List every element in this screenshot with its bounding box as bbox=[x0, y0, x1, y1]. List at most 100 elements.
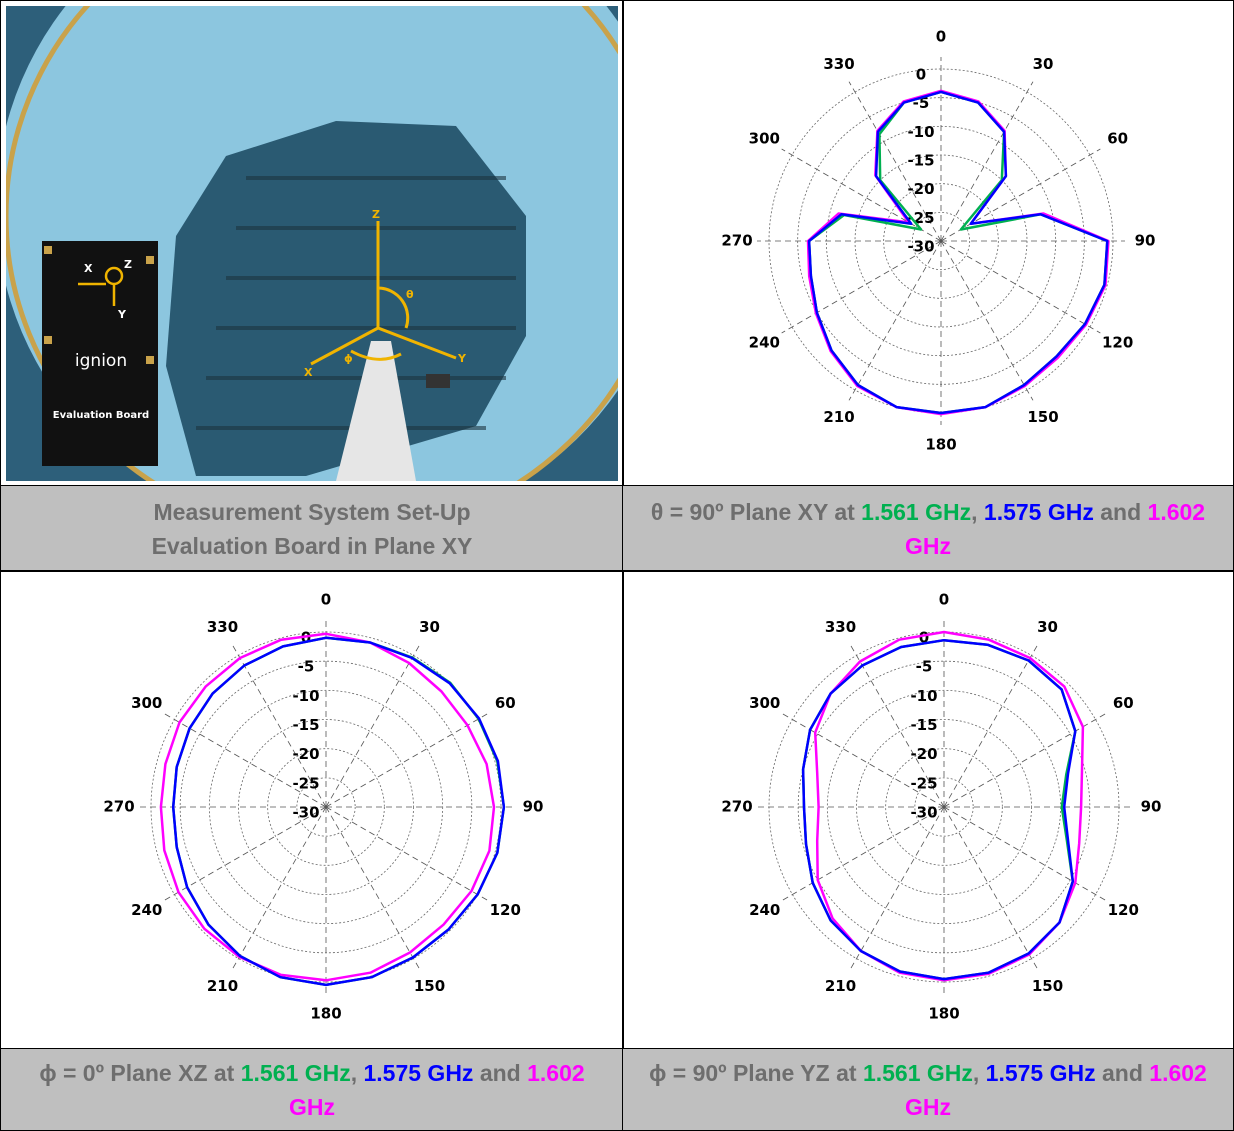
angle-tick-label: 0 bbox=[321, 591, 331, 609]
board-axis-label: X bbox=[84, 262, 93, 275]
board-axis-label: Y bbox=[117, 308, 127, 321]
angle-tick-label: 300 bbox=[749, 130, 780, 148]
spoke bbox=[325, 644, 420, 808]
caption-part: , bbox=[972, 1059, 986, 1086]
angle-tick-label: 90 bbox=[1135, 232, 1156, 250]
angle-tick-label: 330 bbox=[825, 618, 856, 636]
board-title: Evaluation Board bbox=[53, 410, 149, 421]
angle-tick-label: 150 bbox=[414, 977, 445, 995]
caption-part: 1.575 GHz bbox=[983, 498, 1094, 525]
grid-ring bbox=[797, 97, 1085, 385]
angle-tick-label: 210 bbox=[207, 977, 238, 995]
angle-tick-label: 240 bbox=[749, 901, 780, 919]
grid-ring bbox=[825, 125, 1057, 357]
caption-part: θ = 90º Plane XY at bbox=[650, 498, 862, 525]
angle-tick-label: 60 bbox=[1113, 694, 1134, 712]
spoke bbox=[943, 806, 1038, 970]
caption-part: 1.575 GHz bbox=[363, 1059, 474, 1086]
polar-chart: 0 30 60 90 120 150 180 210 240 270 300 330 0 -5 -10 -15… bbox=[721, 591, 1161, 1023]
angle-tick-label: 0 bbox=[939, 591, 949, 609]
radial-tick-label: -25 bbox=[292, 774, 319, 792]
chamber-axis-label: Z bbox=[372, 208, 380, 221]
radial-tick-label: -20 bbox=[910, 745, 937, 763]
radial-tick-label: -15 bbox=[292, 716, 319, 734]
angle-tick-label: 330 bbox=[207, 618, 238, 636]
grid-ring bbox=[854, 154, 1028, 328]
grid-ring bbox=[883, 183, 999, 299]
radial-tick-label: 0 bbox=[919, 629, 929, 647]
spoke bbox=[943, 644, 1038, 808]
chart-cell: 0 30 60 90 120 150 180 210 240 270 300 330 0 -5 -10 -15… bbox=[622, 0, 1234, 487]
caption-part: , bbox=[971, 498, 984, 525]
caption-line: Measurement System Set-Up bbox=[153, 498, 471, 525]
caption-line: Evaluation Board in Plane XY bbox=[151, 532, 473, 559]
radial-tick-label: -5 bbox=[916, 658, 933, 676]
radial-tick-label: -10 bbox=[292, 687, 319, 705]
radial-tick-label: -25 bbox=[910, 774, 937, 792]
spoke bbox=[163, 713, 327, 808]
grid-ring bbox=[768, 68, 1114, 414]
setup-photo: ignion Evaluation Board X Z Y Z θ ϕ X Y bbox=[6, 6, 618, 481]
spoke bbox=[325, 806, 489, 901]
radial-tick-label: -10 bbox=[910, 687, 937, 705]
radial-tick-label: -10 bbox=[907, 123, 934, 141]
angle-tick-label: 330 bbox=[823, 55, 854, 73]
angle-tick-label: 180 bbox=[310, 1005, 341, 1023]
radial-tick-label: -5 bbox=[298, 658, 315, 676]
caption-part: 1.561 GHz bbox=[862, 1059, 973, 1086]
spoke bbox=[943, 713, 1107, 808]
angle-tick-label: 120 bbox=[1102, 334, 1133, 352]
chart-caption: ϕ = 0º Plane XZ at 1.561 GHz, 1.575 GHz … bbox=[0, 1048, 624, 1131]
chart-caption: ϕ = 90º Plane YZ at 1.561 GHz, 1.575 GHz… bbox=[622, 1048, 1234, 1131]
spoke bbox=[781, 148, 942, 242]
grid-ring bbox=[885, 748, 1003, 866]
caption-part: and bbox=[473, 1059, 528, 1086]
caption-part: , bbox=[350, 1059, 364, 1086]
angle-tick-label: 150 bbox=[1032, 977, 1063, 995]
photo-cell: ignion Evaluation Board X Z Y Z θ ϕ X Y bbox=[0, 0, 624, 487]
angle-tick-label: 120 bbox=[490, 901, 521, 919]
board-brand: ignion bbox=[75, 351, 127, 371]
caption-text: θ = 90º Plane XY at 1.561 GHz, 1.575 GHz… bbox=[643, 495, 1213, 563]
angle-tick-label: 0 bbox=[936, 28, 946, 46]
chamber-axis-label: Y bbox=[457, 352, 467, 365]
spoke bbox=[943, 806, 1107, 901]
angle-tick-label: 270 bbox=[721, 798, 752, 816]
spoke bbox=[325, 713, 489, 808]
spoke bbox=[781, 240, 942, 334]
angle-tick-label: 210 bbox=[825, 977, 856, 995]
radial-tick-label: -20 bbox=[907, 180, 934, 198]
grid-ring bbox=[179, 660, 473, 954]
grid-ring bbox=[797, 660, 1091, 954]
caption-part: 1.602 GHz bbox=[905, 1059, 1214, 1120]
grid-ring bbox=[914, 777, 974, 837]
chart-cell: 0 30 60 90 120 150 180 210 240 270 300 330 0 -5 -10 -15… bbox=[0, 570, 624, 1050]
spoke bbox=[940, 148, 1101, 242]
grid-ring bbox=[208, 689, 444, 925]
caption-text: ϕ = 0º Plane XZ at 1.561 GHz, 1.575 GHz … bbox=[21, 1056, 603, 1124]
angle-tick-label: 90 bbox=[523, 798, 544, 816]
caption-part: 1.602 GHz bbox=[905, 498, 1212, 559]
chamber-axis-label: θ bbox=[406, 288, 414, 301]
spoke bbox=[163, 806, 327, 901]
radial-tick-label: -30 bbox=[292, 804, 319, 822]
grid-ring bbox=[267, 748, 385, 866]
spoke bbox=[940, 240, 1101, 334]
angle-tick-label: 270 bbox=[103, 798, 134, 816]
grid-ring bbox=[150, 631, 502, 983]
angle-tick-label: 240 bbox=[131, 901, 162, 919]
grid-ring bbox=[296, 777, 356, 837]
pattern-line bbox=[171, 636, 506, 987]
spoke bbox=[848, 81, 942, 242]
grid-ring bbox=[238, 719, 414, 895]
radial-tick-label: -30 bbox=[910, 804, 937, 822]
angle-tick-label: 300 bbox=[131, 694, 162, 712]
angle-tick-label: 300 bbox=[749, 694, 780, 712]
angle-tick-label: 30 bbox=[1033, 55, 1054, 73]
spoke bbox=[325, 806, 420, 970]
caption-part: ϕ = 90º Plane YZ at bbox=[649, 1059, 863, 1086]
angle-tick-label: 180 bbox=[925, 436, 956, 454]
setup-caption: Measurement System Set-Up Evaluation Boa… bbox=[0, 485, 624, 572]
caption-part: 1.602 GHz bbox=[289, 1059, 592, 1120]
